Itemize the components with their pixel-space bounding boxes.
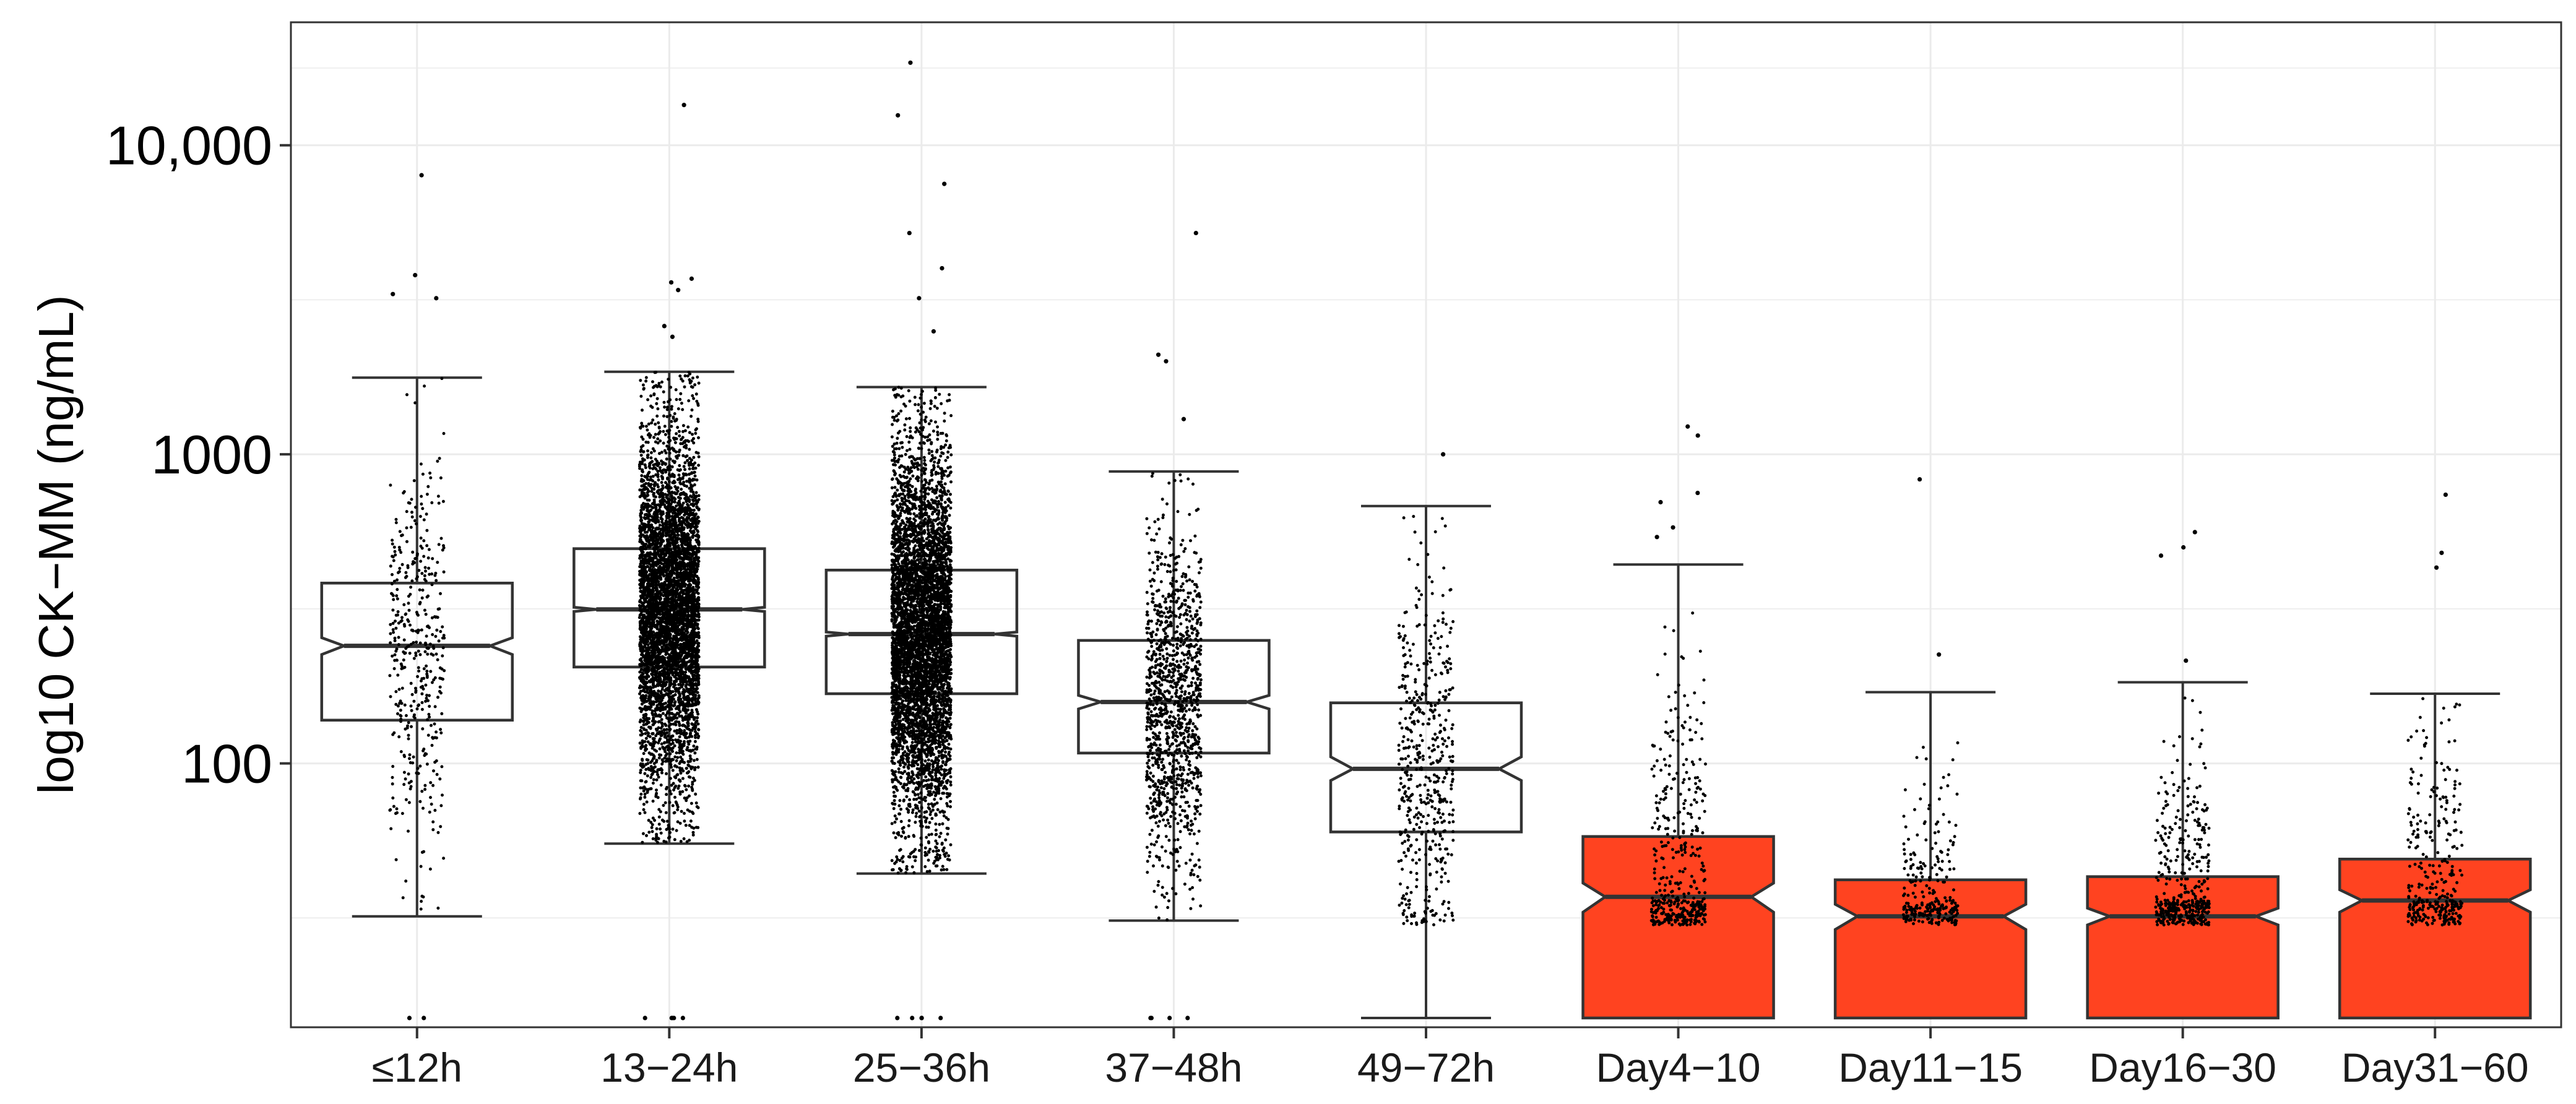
x-tick-label: ≤12h <box>372 1045 462 1090</box>
x-tick-label: Day31−60 <box>2341 1045 2529 1090</box>
outlier-point <box>680 1016 685 1020</box>
outlier-point <box>421 1016 426 1020</box>
outlier-point <box>391 291 395 296</box>
jitter-points-4 <box>1397 515 1455 926</box>
outlier-point <box>931 329 936 334</box>
outlier-point <box>1937 652 1942 657</box>
outlier-point <box>676 288 681 293</box>
outlier-point <box>1185 1016 1190 1020</box>
outlier-point <box>668 280 674 285</box>
jitter-points-7 <box>2154 696 2211 927</box>
outlier-point <box>1658 499 1663 505</box>
box-body <box>2086 875 2280 1020</box>
outlier-point <box>910 1016 915 1020</box>
outlier-point <box>907 230 912 236</box>
x-tick-label: 13−24h <box>600 1045 738 1090</box>
outlier-point <box>413 272 418 278</box>
outlier-point <box>662 324 667 329</box>
outlier-point <box>670 334 675 339</box>
jitter-points-8 <box>2406 697 2464 927</box>
outlier-point <box>419 173 424 178</box>
outlier-point <box>1654 535 1659 540</box>
box-body <box>1581 835 1775 1020</box>
outlier-point <box>434 296 439 301</box>
outlier-point <box>689 276 694 281</box>
jitter-points-6 <box>1901 741 1960 926</box>
boxes <box>320 370 2532 1020</box>
outlier-point <box>908 60 913 65</box>
outlier-point <box>1193 230 1198 236</box>
jitter-points-0 <box>388 377 446 911</box>
outlier-point <box>896 113 901 118</box>
outlier-point <box>2434 565 2439 570</box>
x-tick-label: 49−72h <box>1357 1045 1495 1090</box>
outlier-point <box>1156 352 1161 357</box>
x-tick-label: 25−36h <box>853 1045 990 1090</box>
outlier-point <box>642 1016 647 1020</box>
outlier-point <box>1149 1016 1154 1020</box>
outlier-point <box>1917 477 1922 482</box>
outlier-point <box>2192 530 2197 535</box>
outlier-point <box>1181 416 1186 421</box>
outlier-point <box>2439 550 2444 555</box>
outlier-point <box>1441 452 1446 457</box>
jitter-points-2 <box>890 386 953 875</box>
outlier-point <box>1685 424 1690 429</box>
outlier-point <box>1695 433 1700 438</box>
outlier-point <box>940 265 944 271</box>
y-axis: 100 1000 10,000 <box>106 115 291 795</box>
box-8 <box>2338 692 2532 1020</box>
box-body <box>1077 639 1271 755</box>
outlier-point <box>1167 1016 1172 1020</box>
jitter-points-3 <box>1145 472 1203 921</box>
x-tick-label: Day11−15 <box>1838 1045 2023 1090</box>
box-body <box>824 569 1019 696</box>
x-tick-label: Day4−10 <box>1596 1045 1761 1090</box>
jitter-points-5 <box>1649 611 1707 927</box>
outlier-point <box>2181 545 2186 550</box>
outlier-point <box>681 103 686 108</box>
jitter-points-1 <box>638 371 701 844</box>
box-4 <box>1329 504 1523 1020</box>
outlier-point <box>942 181 947 186</box>
outlier-point <box>2443 492 2448 498</box>
box-5 <box>1581 563 1775 1020</box>
y-tick-label: 1000 <box>151 424 272 485</box>
outlier-point <box>919 1016 924 1020</box>
outlier-point <box>938 1016 943 1020</box>
y-tick-label: 10,000 <box>106 115 272 176</box>
y-tick-label: 100 <box>181 733 272 795</box>
outlier-point <box>1695 490 1700 496</box>
outlier-point <box>672 1016 676 1020</box>
box-0 <box>320 376 514 918</box>
box-body <box>1833 878 2028 1020</box>
outlier-point <box>407 1016 412 1020</box>
x-tick-label: 37−48h <box>1105 1045 1242 1090</box>
box-body <box>573 547 766 669</box>
outlier-point <box>917 296 922 301</box>
outlier-point <box>1164 359 1169 364</box>
box-body <box>2338 858 2532 1020</box>
y-axis-label: log10 CK−MM (ng/mL) <box>28 295 84 795</box>
x-tick-label: Day16−30 <box>2089 1045 2276 1090</box>
outlier-point <box>1671 525 1675 530</box>
outlier-point <box>2184 658 2189 663</box>
jitter-points-overlay <box>388 60 2464 1020</box>
box-body <box>1329 701 1523 834</box>
x-axis: ≤12h 13−24h 25−36h 37−48h 49−72h Day4−10 Day11… <box>372 1027 2529 1090</box>
outlier-point <box>2158 553 2164 558</box>
outlier-point <box>895 1016 900 1020</box>
box-body <box>320 582 514 722</box>
